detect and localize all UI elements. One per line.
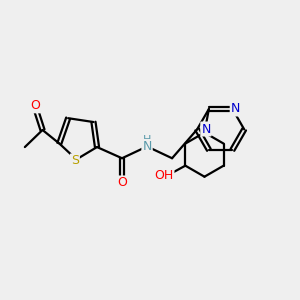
- Text: OH: OH: [154, 169, 173, 182]
- Text: N: N: [201, 122, 211, 136]
- Text: N: N: [231, 103, 240, 116]
- Text: N: N: [142, 140, 152, 153]
- Text: O: O: [30, 99, 40, 112]
- Text: O: O: [117, 176, 127, 190]
- Text: H: H: [143, 135, 151, 145]
- Text: S: S: [71, 154, 79, 167]
